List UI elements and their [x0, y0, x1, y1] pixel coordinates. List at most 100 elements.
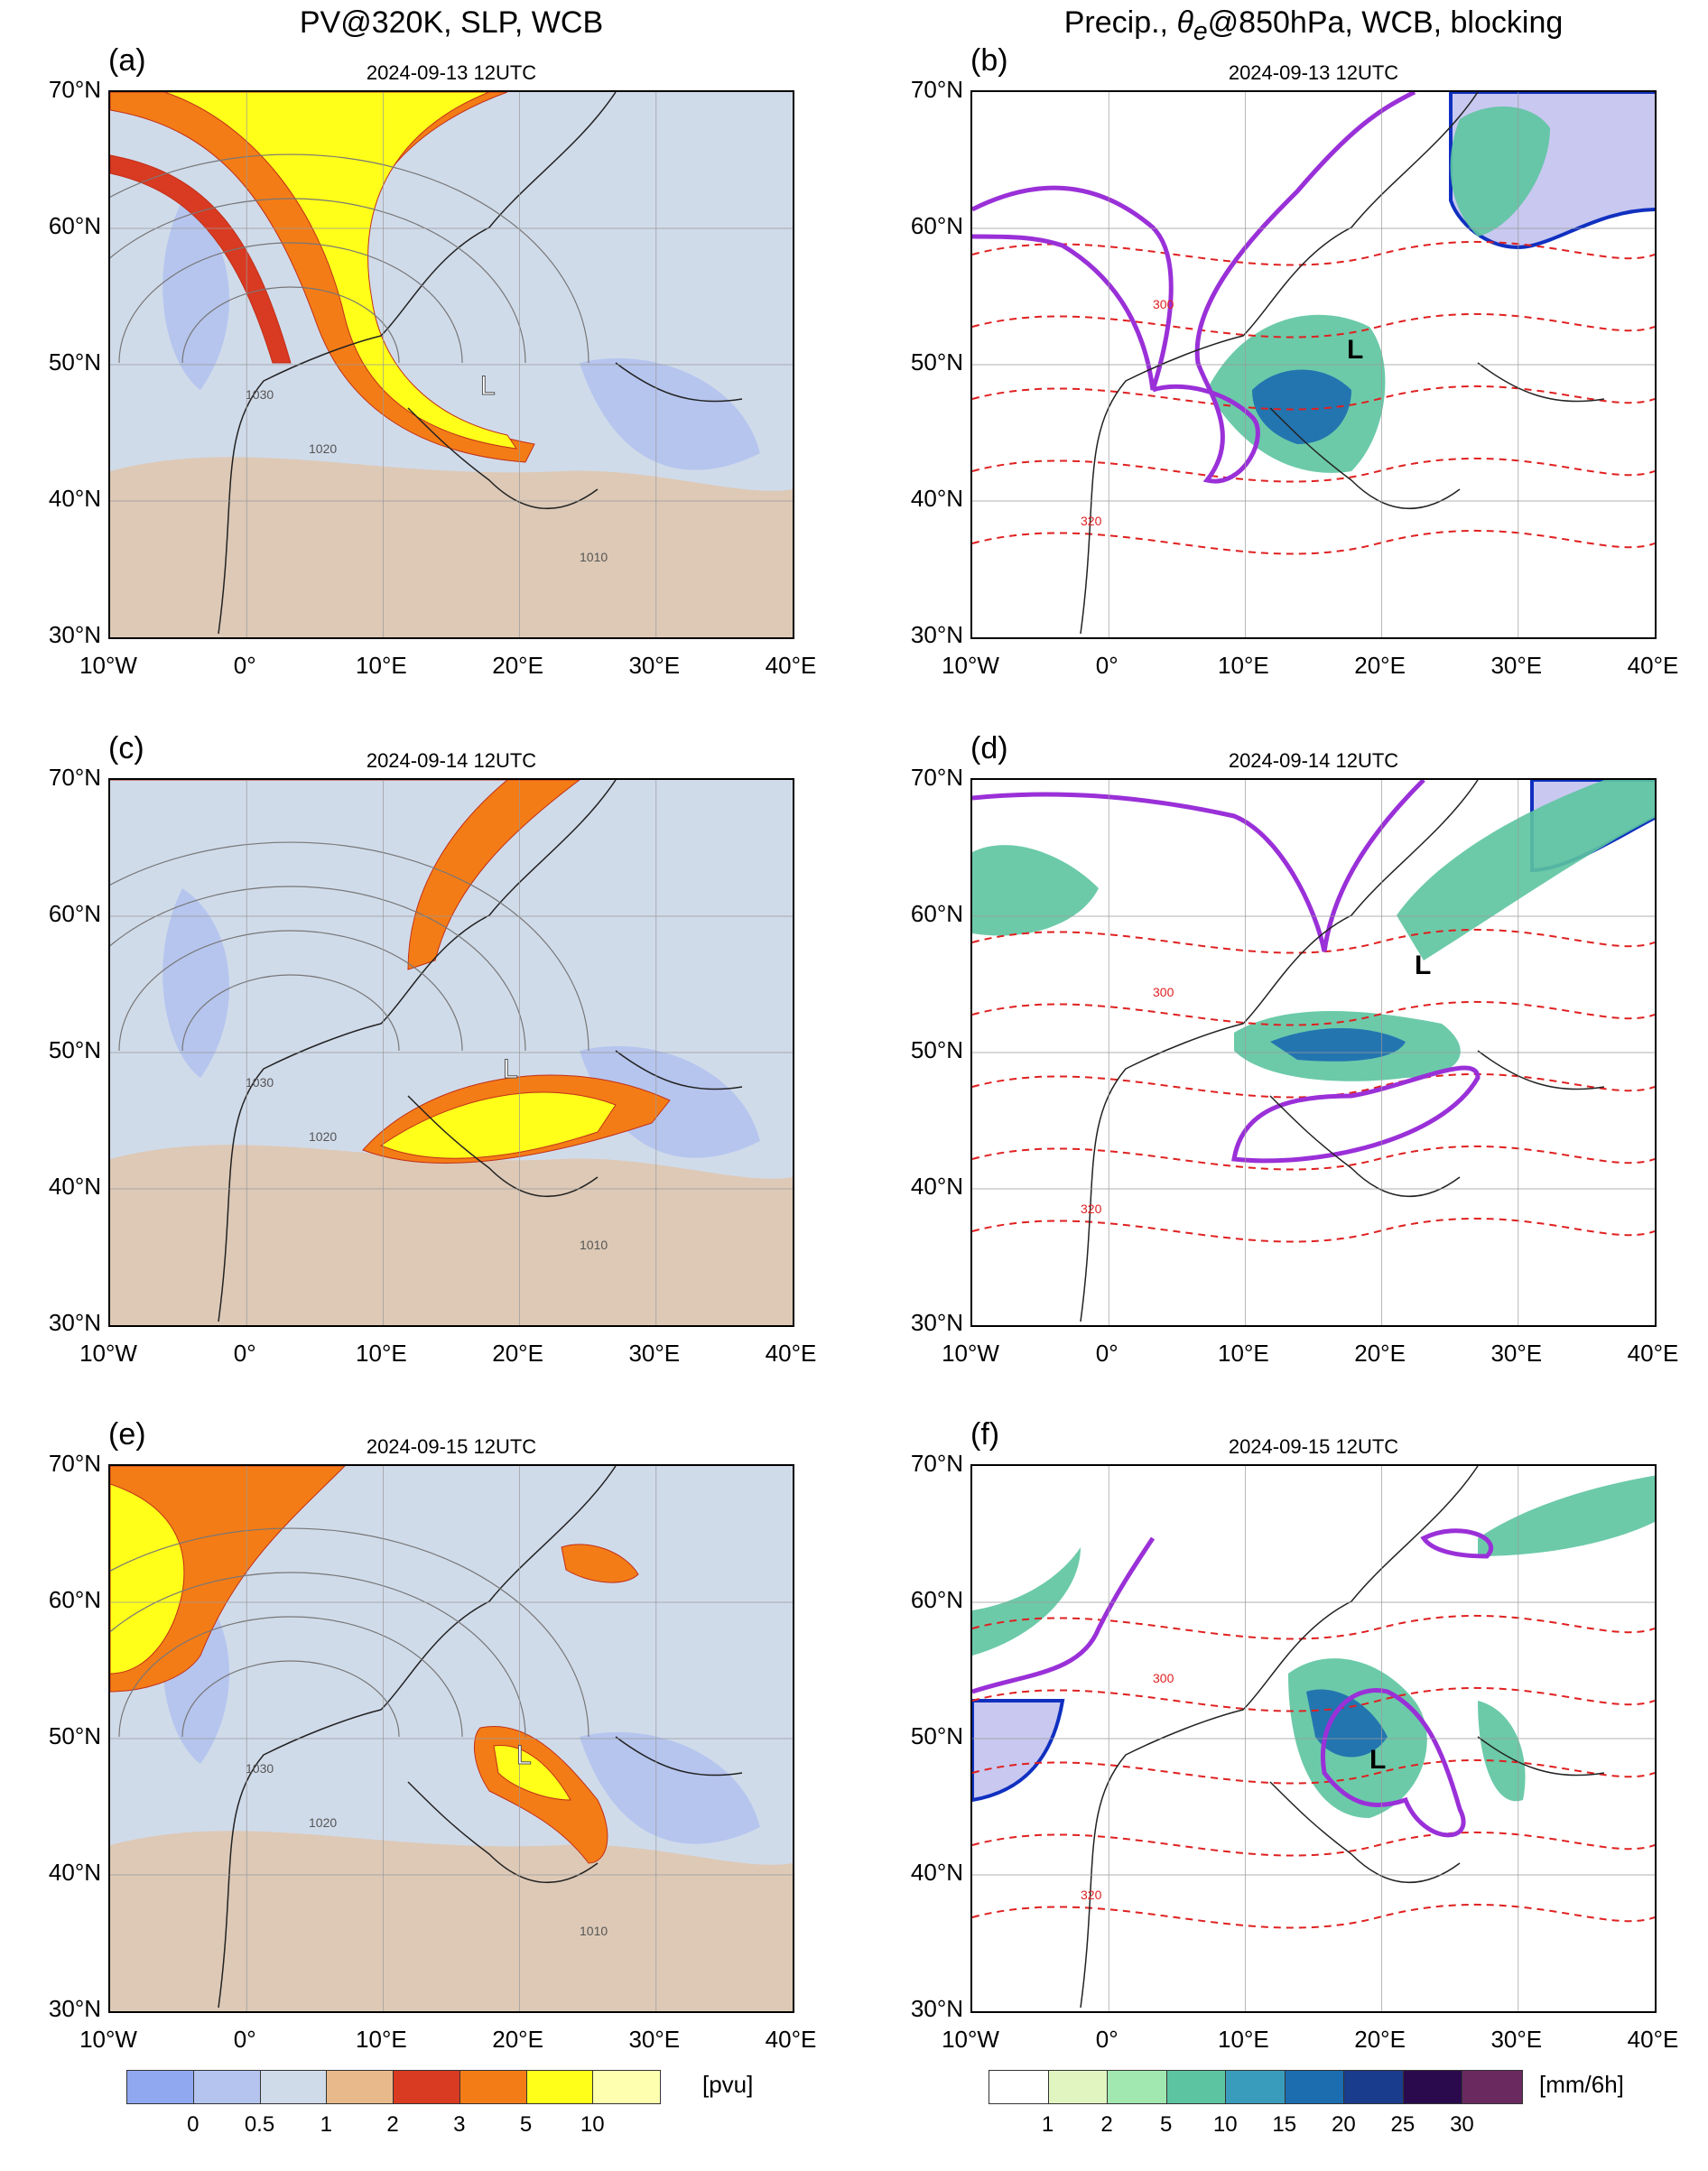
theta-e-contour — [972, 1903, 1655, 1929]
colorbar-tick-label: 3 — [453, 2112, 466, 2137]
lat-tick-label: 40°N — [48, 1173, 101, 1200]
slp-contour — [118, 242, 463, 364]
wcb-contour — [972, 92, 1416, 484]
lon-tick-label: 40°E — [1627, 652, 1679, 679]
coastline — [1080, 1466, 1605, 2009]
theta-e-label: 300 — [1153, 1671, 1174, 1685]
map-canvas: 320 300 L — [972, 780, 1655, 1325]
map-panel-pv: 1030 1020 1010 L — [108, 1464, 794, 2013]
panel-date: 2024-09-13 12UTC — [366, 61, 537, 84]
low-pressure-marker: L — [1369, 1745, 1386, 1775]
coastline — [218, 92, 743, 635]
colorbar-tick-label: 0.5 — [244, 2112, 275, 2137]
colorbar-swatch — [327, 2071, 394, 2103]
slp-contour — [181, 1660, 400, 1738]
colorbar-swatch — [1166, 2071, 1227, 2103]
lat-tick-label: 70°N — [48, 76, 101, 103]
lat-tick-label: 70°N — [910, 76, 963, 103]
slp-contour-label: 1020 — [309, 441, 337, 456]
lat-tick-label: 40°N — [910, 485, 963, 512]
lat-tick-label: 50°N — [48, 1722, 101, 1749]
slp-contour-label: 1020 — [309, 1129, 337, 1144]
map-panel-precip: 320 300 L — [970, 778, 1657, 1327]
lat-tick-label: 30°N — [910, 621, 963, 648]
lon-tick-label: 40°E — [1627, 1340, 1679, 1367]
lon-tick-label: 30°E — [1490, 2026, 1543, 2053]
map-panel-pv: 1030 1020 1010 L — [108, 778, 794, 1327]
panel-label: (c) — [108, 731, 144, 765]
slp-contour — [118, 930, 463, 1052]
colorbar-tick-label: 0 — [187, 2112, 200, 2137]
lat-tick-label: 50°N — [48, 1036, 101, 1063]
panel-label: (e) — [108, 1417, 146, 1452]
colorbar-swatch — [1344, 2071, 1404, 2103]
theta-e-label: 300 — [1153, 985, 1174, 999]
lon-tick-label: 10°E — [1218, 652, 1269, 679]
slp-contour-label: 1030 — [246, 1075, 274, 1090]
theta-e-contour — [972, 457, 1655, 483]
pv-streamer — [493, 1744, 571, 1801]
map-canvas: 320 300 L — [972, 1466, 1655, 2011]
map-panel-pv: 1030 1020 1010 L — [108, 90, 794, 639]
lon-tick-label: 20°E — [1354, 2026, 1406, 2053]
slp-contour-label: 1010 — [580, 1238, 608, 1252]
lon-tick-label: 30°E — [1490, 1340, 1543, 1367]
theta-e-contour — [972, 312, 1655, 339]
panel-date: 2024-09-14 12UTC — [1228, 749, 1399, 772]
lon-tick-label: 10°E — [356, 2026, 407, 2053]
colorbar-swatch — [127, 2071, 194, 2103]
lat-tick-label: 60°N — [48, 212, 101, 239]
slp-contour — [110, 1572, 526, 1738]
pv-low-region — [162, 1574, 760, 1844]
lat-tick-label: 40°N — [910, 1859, 963, 1886]
colorbar-swatch — [459, 2071, 527, 2103]
colorbar-swatch — [989, 2071, 1049, 2103]
colorbar-tick-label: 25 — [1390, 2112, 1416, 2137]
lat-tick-label: 60°N — [910, 1586, 963, 1613]
lon-tick-label: 40°E — [765, 2026, 817, 2053]
colorbar-swatch — [1403, 2071, 1463, 2103]
lon-tick-label: 10°W — [79, 2026, 137, 2053]
panel-date: 2024-09-15 12UTC — [1228, 1435, 1399, 1458]
theta-e-label: 320 — [1081, 1888, 1102, 1902]
lon-tick-label: 10°W — [79, 1340, 137, 1367]
pv-colorbar-unit: [pvu] — [702, 2071, 754, 2098]
lon-tick-label: 10°E — [1218, 2026, 1269, 2053]
lon-tick-label: 20°E — [1354, 652, 1406, 679]
lon-tick-label: 30°E — [628, 1340, 681, 1367]
lon-tick-label: 0° — [1095, 2026, 1119, 2053]
right-title-theta-sub: e — [1193, 16, 1208, 46]
lat-tick-label: 40°N — [48, 485, 101, 512]
low-pressure-marker: L — [516, 1740, 532, 1770]
right-title-theta: θ — [1176, 5, 1193, 40]
pv-streamer — [110, 154, 292, 364]
theta-e-label: 300 — [1153, 297, 1174, 311]
lon-tick-label: 20°E — [492, 652, 543, 679]
wcb-contour — [972, 780, 1481, 1164]
right-title-prefix: Precip., — [1063, 5, 1177, 40]
lon-tick-label: 10°E — [356, 1340, 407, 1367]
colorbar-tick-label: 15 — [1272, 2112, 1297, 2137]
colorbar-swatch — [394, 2071, 460, 2103]
slp-contour-label: 1030 — [246, 387, 274, 402]
lon-tick-label: 40°E — [765, 1340, 817, 1367]
lon-tick-label: 0° — [233, 1340, 256, 1367]
pv-streamer — [379, 1091, 617, 1159]
colorbar-tick-label: 2 — [1100, 2112, 1113, 2137]
slp-contour — [110, 198, 526, 364]
coastline — [218, 1466, 743, 2009]
precip-area — [1450, 107, 1550, 237]
lat-tick-label: 50°N — [910, 1722, 963, 1749]
lat-tick-label: 60°N — [48, 1586, 101, 1613]
theta-e-contour — [972, 529, 1655, 555]
colorbar-tick-label: 1 — [320, 2112, 332, 2137]
lon-tick-label: 10°W — [79, 652, 137, 679]
pv-streamer — [110, 780, 580, 970]
colorbar-tick-label: 5 — [1159, 2112, 1173, 2137]
colorbar-swatch — [1285, 2071, 1345, 2103]
lon-tick-label: 40°E — [1627, 2026, 1679, 2053]
colorbar-tick-label: 1 — [1041, 2112, 1054, 2137]
map-canvas: 1030 1020 1010 L — [110, 92, 793, 637]
panel-date: 2024-09-13 12UTC — [1228, 61, 1399, 84]
precip-area — [972, 845, 1099, 936]
